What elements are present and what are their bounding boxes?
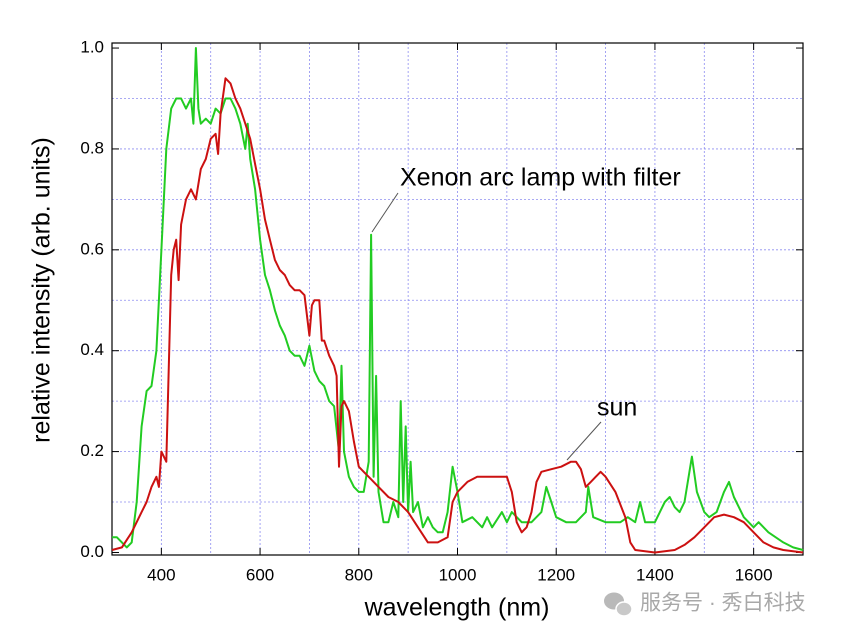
annotation: sun (597, 394, 637, 422)
x-tick-label: 600 (246, 565, 274, 584)
watermark-icon (604, 592, 633, 617)
x-axis-label: wavelength (nm) (364, 594, 550, 622)
plot-frame (111, 42, 804, 556)
series-line (112, 47, 804, 551)
y-tick-label: 0.4 (80, 340, 104, 359)
y-axis-label: relative intensity (arb. units) (28, 137, 56, 443)
watermark: 服务号 · 秀白科技 (640, 592, 806, 615)
y-tick-label: 0.2 (80, 441, 104, 460)
series-line (111, 77, 804, 554)
x-tick-label: 1200 (537, 565, 575, 584)
y-tick-label: 1.0 (80, 38, 104, 57)
y-tick-label: 0.8 (80, 138, 104, 157)
x-tick-label: 1000 (439, 565, 477, 584)
x-tick-label: 800 (345, 565, 373, 584)
y-tick-label: 0.6 (80, 239, 104, 258)
annotation-leader (371, 192, 399, 233)
y-tick-label: 0.0 (80, 542, 104, 561)
x-tick-label: 400 (147, 565, 175, 584)
x-tick-label: 1600 (735, 565, 773, 584)
annotation-leader (566, 421, 602, 461)
x-tick-label: 1400 (636, 565, 674, 584)
annotation: Xenon arc lamp with filter (400, 164, 681, 192)
